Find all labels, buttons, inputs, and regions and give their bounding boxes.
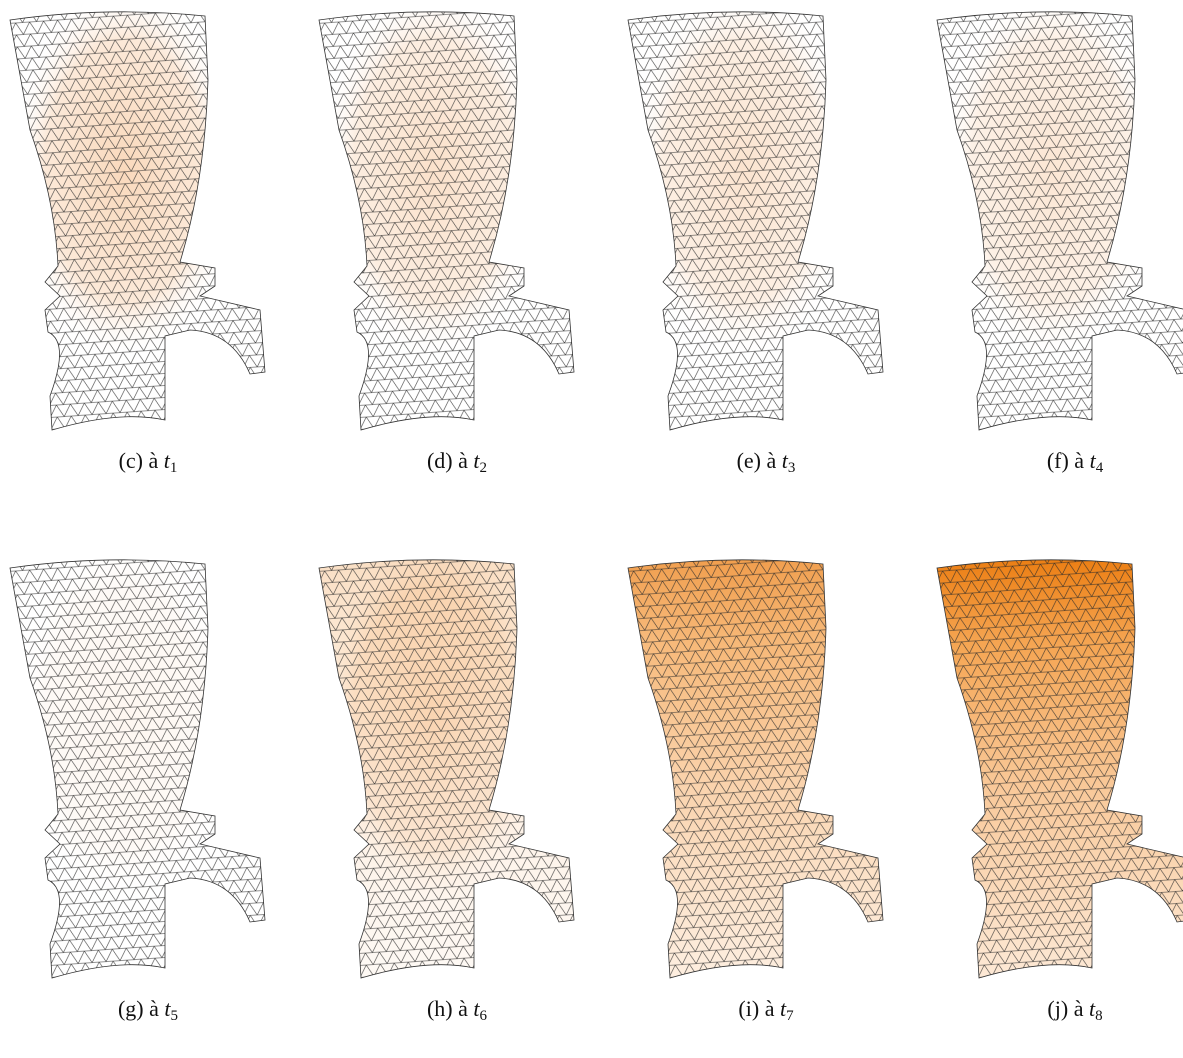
caption-var: t bbox=[164, 996, 171, 1021]
caption-tag: (f) bbox=[1046, 448, 1069, 473]
panel: (j) à t8 bbox=[927, 548, 1183, 1058]
blade-mesh bbox=[936, 559, 1183, 979]
caption: (c) à t1 bbox=[0, 448, 296, 476]
panel: (c) à t1 bbox=[0, 0, 296, 510]
blade bbox=[9, 559, 266, 979]
mesh-image bbox=[9, 559, 266, 979]
panel: (f) à t4 bbox=[927, 0, 1183, 510]
panel: (h) à t6 bbox=[309, 548, 605, 1058]
caption-sub: 3 bbox=[787, 460, 796, 476]
caption-text: à bbox=[458, 448, 468, 473]
panel: (d) à t2 bbox=[309, 0, 605, 510]
caption: (g) à t5 bbox=[0, 996, 296, 1024]
caption-var: t bbox=[163, 448, 170, 473]
caption: (d) à t2 bbox=[309, 448, 605, 476]
caption-sub: 6 bbox=[479, 1008, 488, 1024]
blade bbox=[318, 559, 575, 979]
blade-mesh bbox=[9, 559, 266, 979]
caption-tag: (d) bbox=[426, 448, 453, 473]
caption-text: à bbox=[1074, 448, 1085, 473]
blade-mesh bbox=[318, 559, 575, 979]
caption-text: à bbox=[1073, 996, 1084, 1021]
panel: (i) à t7 bbox=[618, 548, 914, 1058]
caption-text: à bbox=[766, 448, 777, 473]
caption-sub: 5 bbox=[170, 1008, 179, 1024]
mesh-image bbox=[627, 559, 884, 979]
caption: (i) à t7 bbox=[618, 996, 914, 1024]
caption-sub: 7 bbox=[786, 1008, 794, 1024]
mesh-image bbox=[318, 559, 575, 979]
caption-var: t bbox=[1088, 996, 1096, 1021]
caption-sub: 4 bbox=[1095, 460, 1104, 476]
caption-var: t bbox=[1089, 448, 1096, 473]
mesh-image bbox=[936, 11, 1183, 431]
mesh-image bbox=[9, 11, 266, 431]
caption-var: t bbox=[473, 996, 480, 1021]
caption-text: à bbox=[149, 996, 159, 1021]
caption: (f) à t4 bbox=[927, 448, 1183, 476]
caption-text: à bbox=[148, 448, 159, 473]
caption-sub: 1 bbox=[169, 460, 178, 476]
blade bbox=[318, 11, 575, 431]
caption-sub: 2 bbox=[479, 460, 488, 476]
mesh-image bbox=[627, 11, 884, 431]
caption-text: à bbox=[458, 996, 468, 1021]
caption-var: t bbox=[473, 448, 480, 473]
mesh-image bbox=[318, 11, 575, 431]
blade-mesh bbox=[627, 11, 884, 431]
blade bbox=[627, 11, 884, 431]
caption-tag: (h) bbox=[426, 996, 453, 1021]
caption-sub: 8 bbox=[1095, 1008, 1103, 1024]
caption-tag: (j) bbox=[1047, 996, 1069, 1021]
mesh-image bbox=[936, 559, 1183, 979]
caption: (e) à t3 bbox=[618, 448, 914, 476]
blade-mesh bbox=[627, 559, 884, 979]
caption-text: à bbox=[764, 996, 775, 1021]
blade bbox=[9, 11, 266, 431]
caption-tag: (e) bbox=[736, 448, 762, 473]
caption-var: t bbox=[781, 448, 788, 473]
blade-mesh bbox=[936, 11, 1183, 431]
caption-tag: (g) bbox=[117, 996, 144, 1021]
blade bbox=[936, 559, 1183, 979]
caption-var: t bbox=[779, 996, 787, 1021]
caption-tag: (i) bbox=[738, 996, 760, 1021]
caption-tag: (c) bbox=[118, 448, 144, 473]
blade bbox=[627, 559, 884, 979]
caption: (j) à t8 bbox=[927, 996, 1183, 1024]
blade-mesh bbox=[9, 11, 266, 431]
blade-mesh bbox=[318, 11, 575, 431]
panel: (g) à t5 bbox=[0, 548, 296, 1058]
blade bbox=[936, 11, 1183, 431]
panel: (e) à t3 bbox=[618, 0, 914, 510]
caption: (h) à t6 bbox=[309, 996, 605, 1024]
